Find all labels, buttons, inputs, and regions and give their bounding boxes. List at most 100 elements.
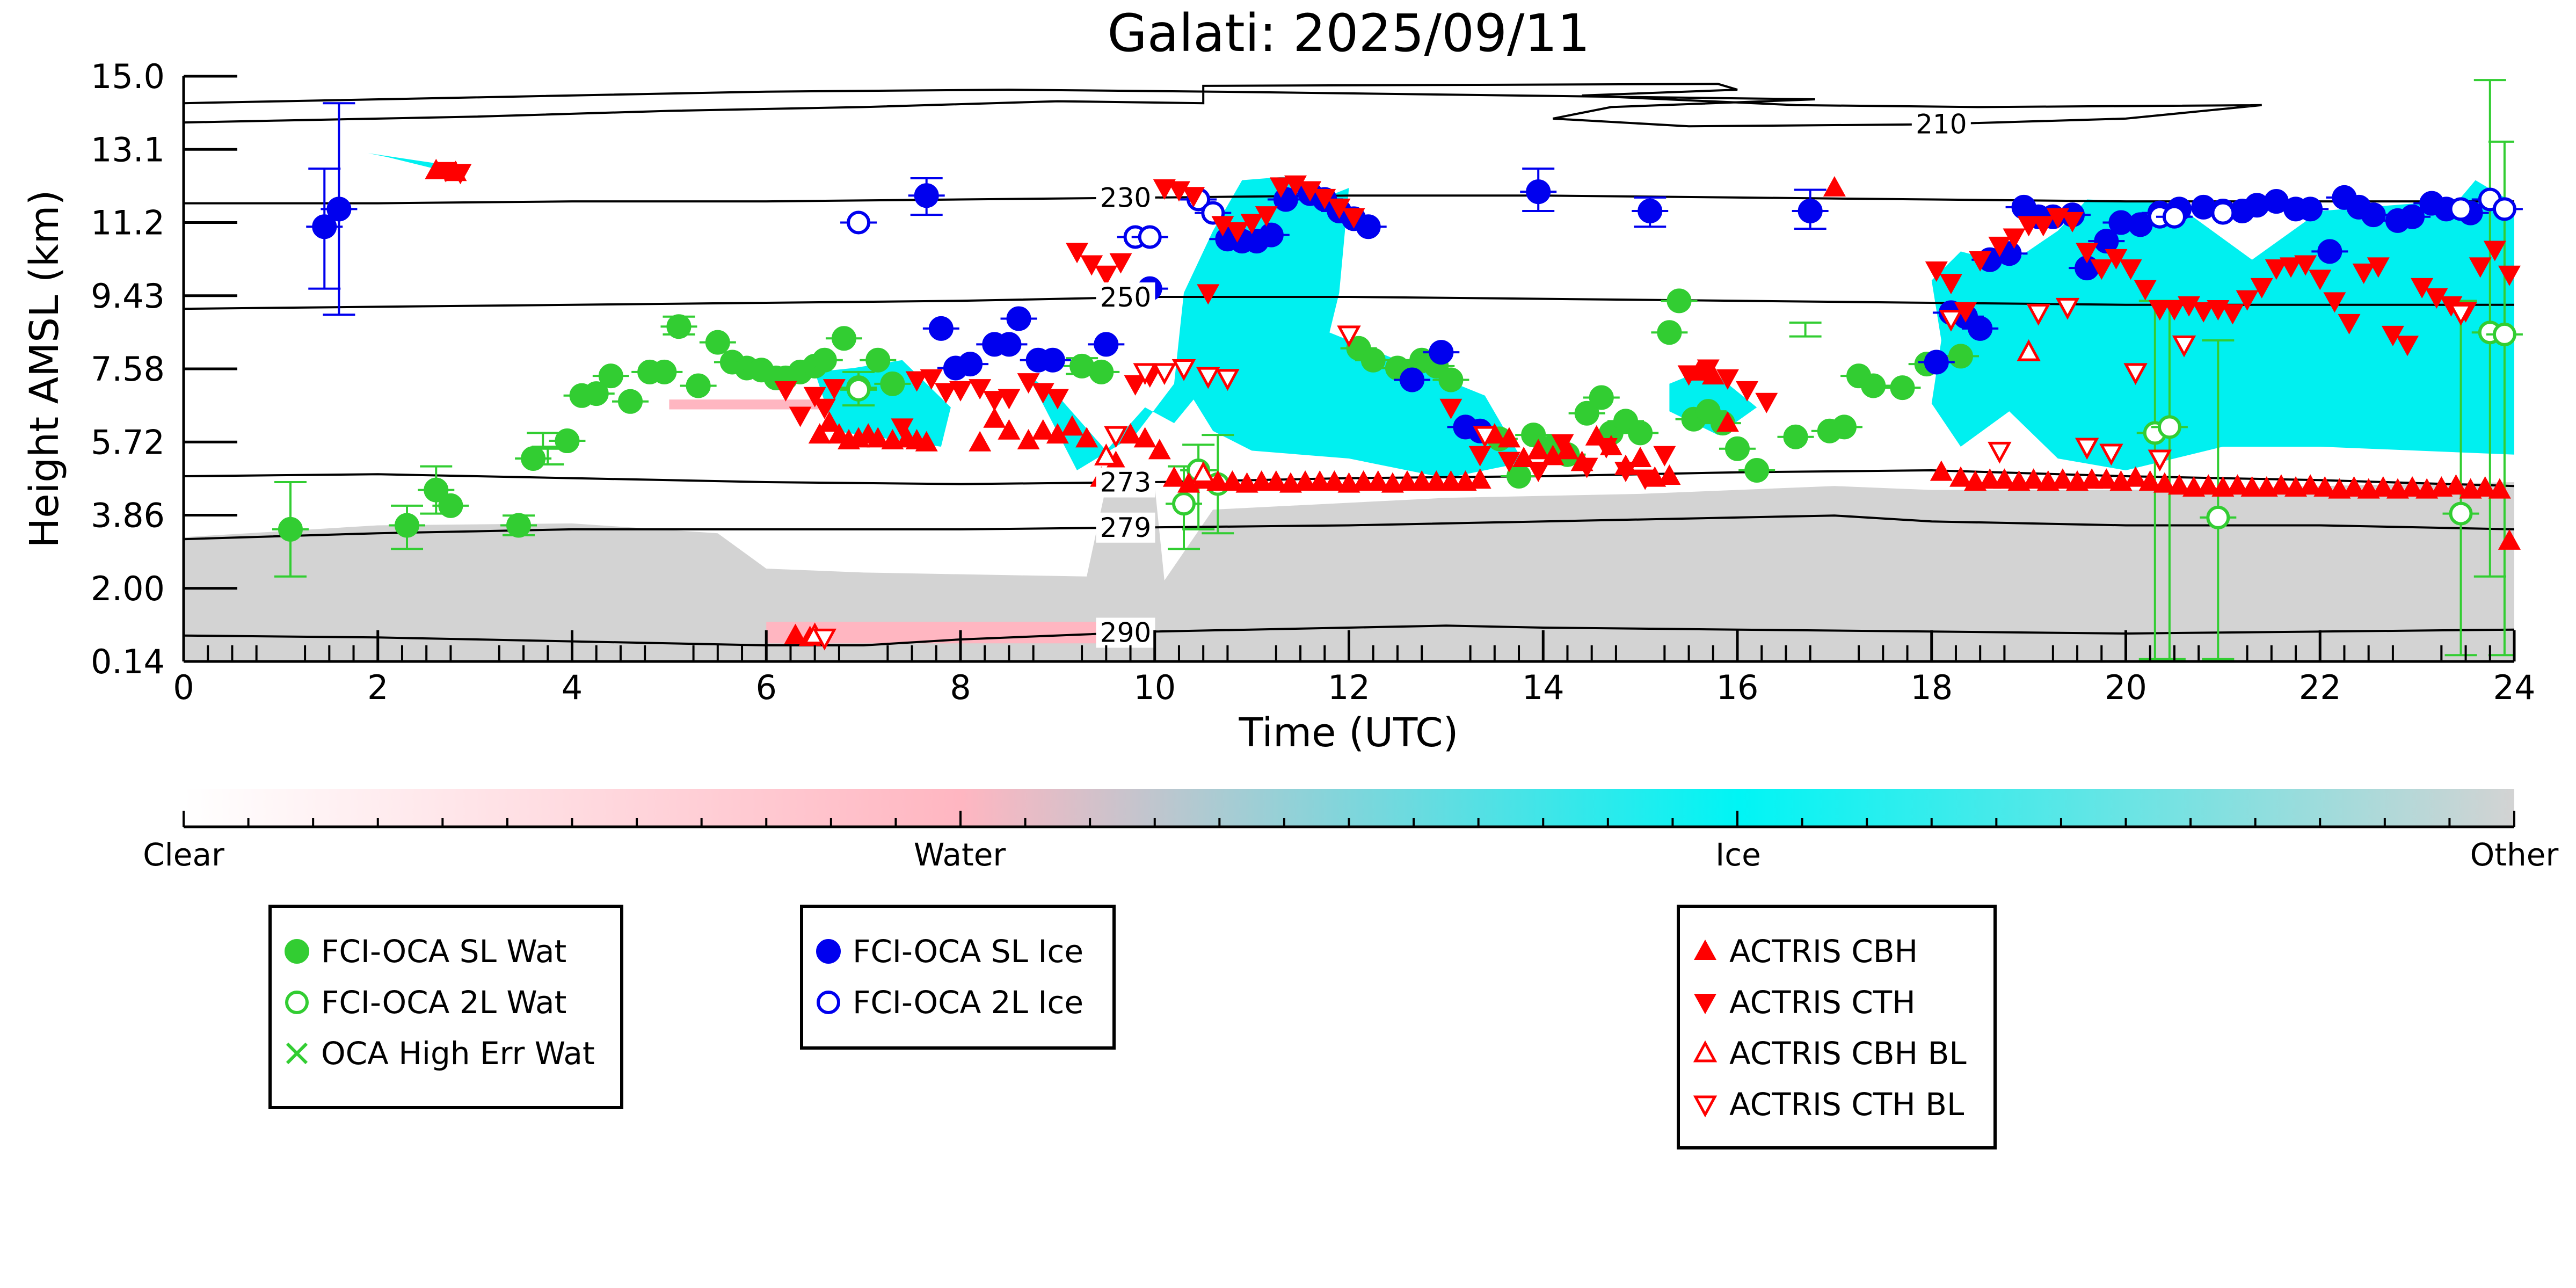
point-actris-cth bbox=[789, 406, 812, 427]
contour-label: 210 bbox=[1916, 109, 1967, 140]
point-actris-cth bbox=[2381, 325, 2404, 346]
cloud-region-ice bbox=[1931, 180, 2514, 471]
point-actris-cth bbox=[2163, 300, 2186, 321]
y-tick-label: 13.1 bbox=[91, 130, 165, 169]
point-actris-cth bbox=[2236, 290, 2259, 311]
point-actris-cbh bbox=[2269, 474, 2293, 495]
point-fci-oca-sl-wat bbox=[1657, 320, 1682, 345]
legend-marker bbox=[817, 991, 840, 1014]
point-actris-cth bbox=[2309, 270, 2332, 290]
colorbar-label: Ice bbox=[1715, 836, 1761, 873]
point-actris-cth-bl bbox=[2449, 303, 2473, 326]
point-actris-cth bbox=[1197, 284, 1220, 305]
point-actris-cth bbox=[2148, 300, 2171, 321]
point-actris-cbh bbox=[2313, 476, 2337, 497]
point-actris-cbh bbox=[2473, 476, 2497, 497]
point-actris-cth-bl bbox=[2148, 449, 2172, 472]
point-fci-oca-sl-ice bbox=[2094, 229, 2119, 254]
y-tick-label: 0.14 bbox=[91, 642, 165, 681]
point-actris-cth bbox=[1575, 457, 1598, 478]
point-actris-cth-bl bbox=[1152, 363, 1177, 385]
axes: 0 2 4 6 8 10 12 14 16 18 20 22 240.142.003.865.727.5… bbox=[91, 57, 2536, 707]
point-fci-oca-sl-wat bbox=[521, 446, 546, 471]
y-tick-label: 5.72 bbox=[91, 423, 165, 462]
point-actris-cth bbox=[1969, 251, 1992, 272]
point-actris-cth bbox=[449, 164, 472, 185]
colorbar-label: Clear bbox=[143, 836, 224, 873]
point-fci-oca-sl-wat bbox=[1574, 401, 1599, 426]
point-fci-oca-sl-wat bbox=[1948, 344, 1974, 369]
point-actris-cth bbox=[949, 381, 972, 402]
point-fci-oca-2l-wat bbox=[2492, 322, 2516, 346]
point-actris-cbh bbox=[818, 411, 841, 432]
point-actris-cth bbox=[2250, 278, 2273, 299]
x-tick-label: 22 bbox=[2299, 668, 2341, 707]
point-fci-oca-sl-wat bbox=[1360, 347, 1386, 373]
point-actris-cbh bbox=[2488, 478, 2511, 499]
point-actris-cbh bbox=[2342, 476, 2366, 497]
point-actris-cth bbox=[1497, 452, 1520, 472]
point-actris-cth bbox=[774, 381, 797, 402]
data-markers bbox=[272, 158, 2523, 651]
point-actris-cbh bbox=[1949, 466, 1973, 487]
legend-label: ACTRIS CTH bbox=[1729, 984, 1916, 1021]
point-actris-cth bbox=[2294, 255, 2317, 276]
point-actris-cbh bbox=[983, 407, 1006, 428]
point-actris-cbh bbox=[2498, 529, 2521, 550]
point-actris-cbh bbox=[1930, 460, 1953, 481]
contour-label: 273 bbox=[1100, 467, 1151, 498]
x-tick-label: 8 bbox=[950, 668, 971, 707]
point-actris-cbh bbox=[1701, 364, 1724, 385]
x-tick-label: 20 bbox=[2105, 668, 2147, 707]
legend-label: FCI-OCA SL Ice bbox=[853, 933, 1083, 970]
point-actris-cth bbox=[1167, 181, 1190, 202]
point-fci-oca-sl-wat bbox=[1438, 367, 1464, 392]
legend-label: OCA High Err Wat bbox=[321, 1035, 595, 1072]
point-actris-cth-bl bbox=[1939, 309, 1963, 332]
colorbar-label: Water bbox=[914, 836, 1006, 873]
point-fci-oca-sl-ice bbox=[1040, 347, 1065, 373]
point-actris-cbh bbox=[2124, 466, 2147, 487]
point-fci-oca-sl-wat bbox=[1667, 288, 1692, 314]
point-fci-oca-sl-ice bbox=[1400, 367, 1425, 392]
point-actris-cth bbox=[2338, 314, 2361, 334]
point-actris-cbh bbox=[915, 431, 938, 452]
point-fci-oca-sl-wat bbox=[1831, 414, 1857, 440]
point-actris-cbh bbox=[1352, 470, 1375, 491]
legend-marker bbox=[286, 1042, 308, 1065]
point-fci-oca-sl-wat bbox=[278, 516, 303, 542]
point-actris-cth bbox=[2483, 241, 2506, 261]
point-fci-oca-sl-wat bbox=[555, 428, 580, 454]
legend-marker bbox=[1693, 1095, 1718, 1118]
point-actris-cbh bbox=[1439, 470, 1462, 491]
y-tick-label: 2.00 bbox=[91, 569, 165, 608]
point-actris-cth bbox=[1269, 177, 1292, 198]
point-actris-cth bbox=[1226, 222, 1249, 243]
legend-label: FCI-OCA 2L Wat bbox=[321, 984, 566, 1021]
point-actris-cth bbox=[1439, 398, 1462, 419]
point-actris-cbh bbox=[998, 419, 1021, 440]
point-fci-oca-sl-ice bbox=[1356, 214, 1381, 239]
point-actris-cth-bl bbox=[2172, 335, 2196, 358]
legend-marker bbox=[285, 991, 309, 1014]
point-actris-cth bbox=[813, 398, 836, 419]
point-actris-cth-bl bbox=[1196, 367, 1220, 389]
point-fci-oca-sl-wat bbox=[686, 373, 711, 398]
point-actris-cth bbox=[1954, 302, 1977, 323]
point-actris-cbh bbox=[1366, 470, 1389, 491]
point-actris-cth bbox=[1736, 381, 1759, 402]
point-actris-cth-bl bbox=[812, 628, 836, 651]
point-actris-cth-bl bbox=[1216, 369, 1240, 391]
point-actris-cth bbox=[920, 369, 943, 390]
point-actris-cbh bbox=[2095, 468, 2118, 489]
point-actris-cbh bbox=[2226, 474, 2249, 495]
point-actris-cth bbox=[2032, 216, 2055, 237]
point-actris-cth bbox=[1677, 365, 1700, 386]
legend-box bbox=[1677, 905, 1997, 1149]
y-tick-label: 7.58 bbox=[91, 350, 165, 389]
point-actris-cth bbox=[2017, 216, 2040, 237]
point-actris-cth bbox=[1468, 446, 1491, 467]
point-actris-cbh bbox=[1133, 427, 1156, 448]
point-fci-oca-sl-ice bbox=[1968, 316, 1993, 341]
point-actris-cth bbox=[1299, 181, 1322, 202]
